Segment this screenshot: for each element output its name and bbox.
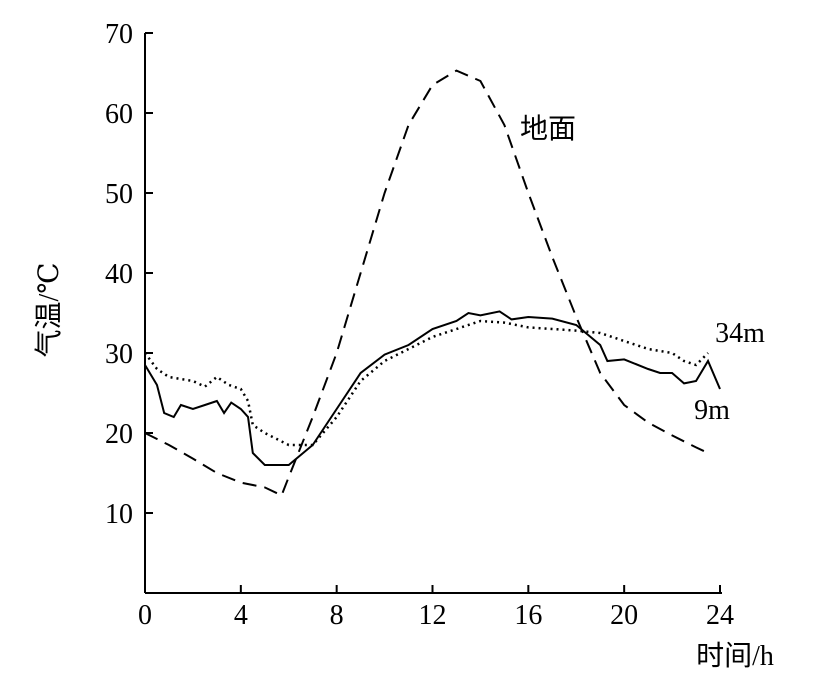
x-tick-label: 8	[330, 600, 344, 631]
x-tick-label: 0	[138, 600, 152, 631]
y-tick-label: 30	[105, 339, 133, 370]
y-tick-label: 40	[105, 259, 133, 290]
y-axis-label: 气温/℃	[33, 262, 65, 357]
x-tick-label: 12	[419, 600, 447, 631]
y-tick-label: 20	[105, 419, 133, 450]
line-series	[144, 310, 721, 466]
x-tick-label: 20	[610, 600, 638, 631]
line-series	[144, 69, 709, 497]
x-tick-label: 24	[706, 600, 734, 631]
series-label: 地面	[520, 113, 576, 145]
y-tick-label: 60	[105, 99, 133, 130]
series-label: 9m	[694, 395, 730, 426]
line-series	[143, 319, 709, 447]
x-axis-label: 时间/h	[696, 640, 774, 672]
y-tick-label: 70	[105, 19, 133, 50]
y-tick-label: 50	[105, 179, 133, 210]
x-tick-label: 16	[514, 600, 542, 631]
y-tick-label: 10	[105, 499, 133, 530]
series-label: 34m	[715, 318, 765, 349]
x-tick-label: 4	[234, 600, 248, 631]
